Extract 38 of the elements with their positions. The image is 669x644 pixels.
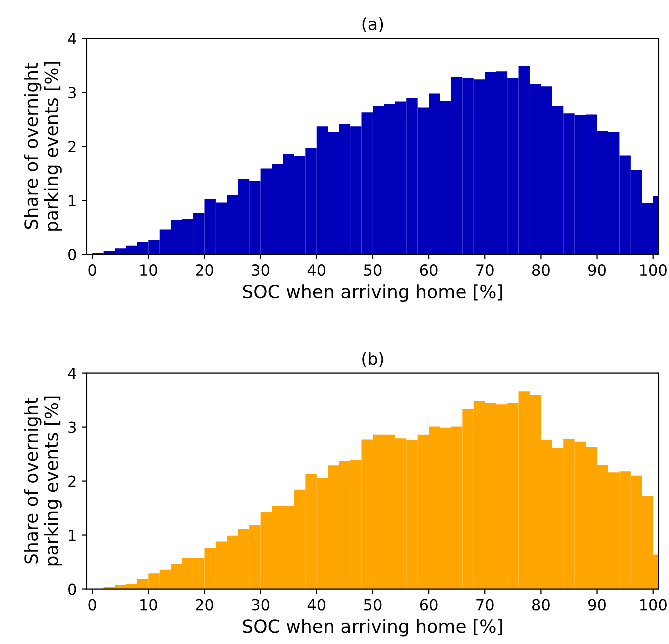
x-tick-label: 40 [308,264,326,276]
x-tick-label: 100 [640,264,667,276]
x-tick-label: 40 [308,599,326,611]
x-tick-label: 20 [196,599,214,611]
x-tick-label: 80 [532,599,550,611]
x-tick-label: 70 [476,264,494,276]
x-tick-label: 50 [364,599,382,611]
y-axis-title: Share of overnight parking events [%] [24,62,62,231]
y-tick-label: 4 [68,368,76,380]
x-tick-label: 10 [140,264,158,276]
x-axis-title: SOC when arriving home [%] [243,619,502,637]
x-tick-label: 10 [140,599,158,611]
y-tick-label: 3 [68,87,76,99]
x-tick-label: 80 [532,264,550,276]
y-tick-label: 3 [68,422,76,434]
y-tick-label: 1 [69,530,76,542]
x-tick-label: 0 [88,264,96,276]
y-axis-title: Share of overnight parking events [%] [24,396,62,566]
chart-title: (b) [362,352,384,368]
y-tick-label: 2 [68,141,76,152]
x-tick-label: 50 [364,264,382,276]
chart-title: (a) [362,18,384,33]
x-tick-label: 30 [252,599,270,611]
y-tick-label: 2 [68,476,76,488]
y-tick-label: 4 [68,33,76,44]
x-axis-title: SOC when arriving home [%] [243,284,502,302]
y-tick-label: 0 [68,249,76,261]
x-tick-label: 100 [640,599,667,611]
x-tick-label: 60 [420,599,438,611]
x-tick-label: 0 [88,599,96,611]
x-tick-label: 60 [420,264,438,276]
x-tick-label: 90 [588,599,606,611]
x-tick-label: 30 [252,264,270,276]
x-tick-label: 70 [476,599,494,611]
y-tick-label: 0 [68,584,76,596]
x-tick-label: 20 [196,264,214,276]
y-tick-label: 1 [69,195,76,206]
x-tick-label: 90 [588,264,606,276]
